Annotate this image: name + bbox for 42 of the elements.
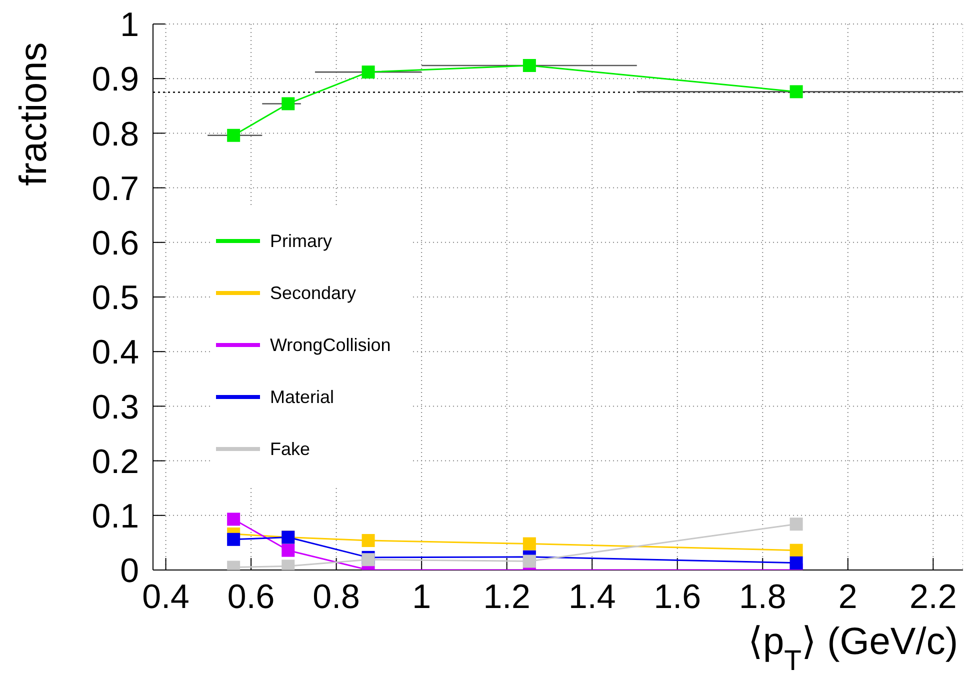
point (522, 554, 536, 568)
x-tick-label: 2.2 (910, 578, 957, 616)
x-axis-title: ⟨p$_{T}$⟩ (GeV/c) (748, 621, 958, 677)
y-tick-label: 0.2 (92, 442, 139, 481)
y-tick-label: 0.1 (92, 497, 139, 536)
y-axis-title: fractions (13, 42, 55, 186)
point (227, 128, 240, 142)
legend-label: Primary (270, 230, 332, 252)
y-tick-label: 0.3 (92, 388, 139, 426)
point (362, 553, 375, 566)
y-tick-label: 0 (120, 552, 139, 590)
point (790, 518, 803, 531)
x-tick-label: 0.8 (312, 578, 360, 616)
point (790, 544, 803, 557)
x-tick-label: 0.6 (227, 578, 275, 616)
legend-label: Secondary (270, 282, 356, 304)
y-tick-label: 1 (120, 6, 139, 44)
y-tick-label: 0.6 (92, 224, 139, 262)
y-tick-label: 0.5 (92, 279, 139, 318)
x-tick-label: 1.2 (483, 578, 530, 616)
point (227, 532, 240, 546)
y-tick-label: 0.9 (92, 60, 139, 99)
point (282, 97, 295, 110)
y-tick-label: 0.4 (92, 334, 139, 372)
x-tick-label: 2 (838, 578, 858, 616)
x-tick-label: 1.6 (654, 578, 701, 616)
point (282, 544, 295, 557)
point (227, 512, 240, 526)
point (362, 66, 375, 79)
x-tick-label: 1.4 (568, 578, 616, 616)
legend-label: Fake (270, 438, 310, 460)
y-tick-label: 0.7 (92, 170, 139, 208)
point (362, 534, 375, 548)
point (522, 537, 536, 550)
legend-label: Material (270, 386, 334, 408)
x-tick-label: 1.8 (739, 578, 786, 616)
legend-label: WrongCollision (270, 334, 391, 356)
point (790, 85, 803, 98)
x-tick-label: 1 (412, 578, 432, 616)
y-tick-label: 0.8 (92, 115, 139, 154)
point (522, 58, 536, 72)
point (790, 556, 803, 570)
